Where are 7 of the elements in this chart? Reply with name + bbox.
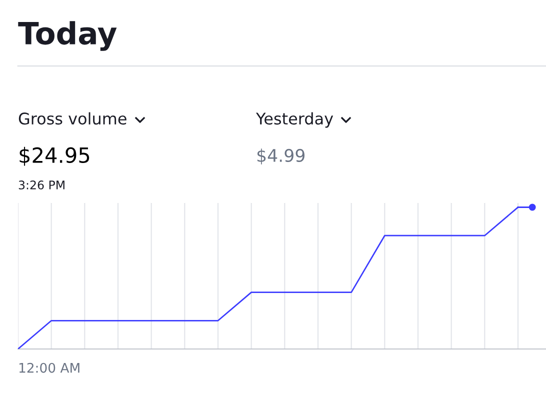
text: Yesterday bbox=[256, 112, 334, 128]
text: $24.95 bbox=[20, 146, 90, 166]
text: $4.99 bbox=[257, 148, 304, 164]
text: 12:00 AM bbox=[19, 362, 80, 373]
chart-title: Today bbox=[18, 21, 117, 51]
text: Gross volume bbox=[18, 112, 126, 125]
text: 3:26 PM bbox=[18, 180, 64, 190]
